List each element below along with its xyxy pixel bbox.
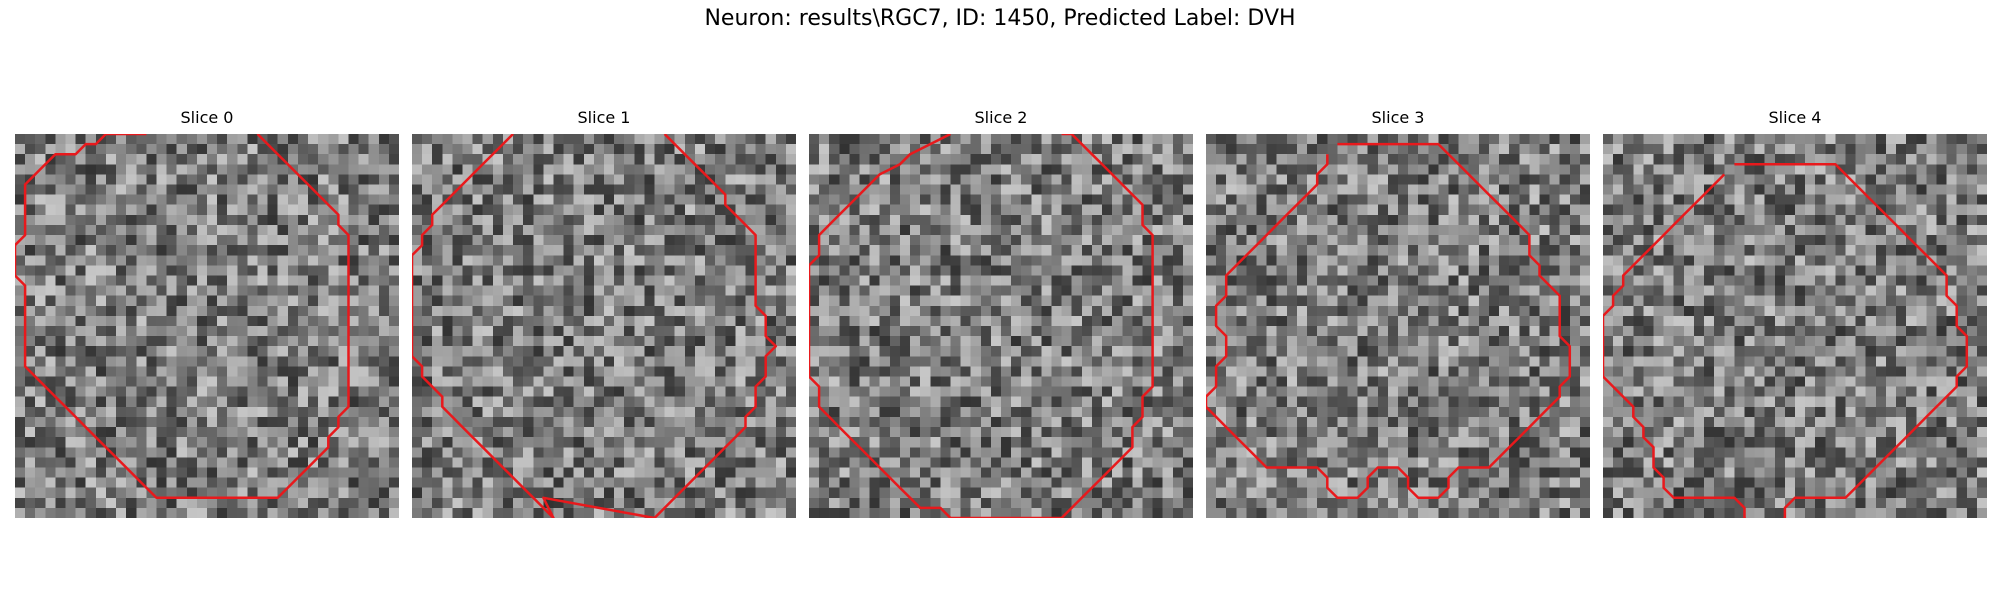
slice-image-3	[1206, 134, 1590, 518]
slice-image-4	[1603, 134, 1987, 518]
slice-title-1: Slice 1	[577, 108, 631, 127]
slice-title-4: Slice 4	[1768, 108, 1822, 127]
segmentation-contour	[1603, 163, 1969, 518]
slice-title-0: Slice 0	[180, 108, 234, 127]
slice-image-1	[412, 134, 796, 518]
figure-title: Neuron: results\RGC7, ID: 1450, Predicte…	[704, 6, 1296, 31]
segmentation-contour	[412, 134, 778, 518]
slice-title-2: Slice 2	[974, 108, 1028, 127]
segmentation-contour	[15, 134, 350, 500]
segmentation-contour	[809, 134, 1154, 518]
slice-image-0	[15, 134, 399, 518]
slice-image-2	[809, 134, 1193, 518]
segmentation-contour	[1206, 142, 1572, 500]
slice-title-3: Slice 3	[1371, 108, 1425, 127]
